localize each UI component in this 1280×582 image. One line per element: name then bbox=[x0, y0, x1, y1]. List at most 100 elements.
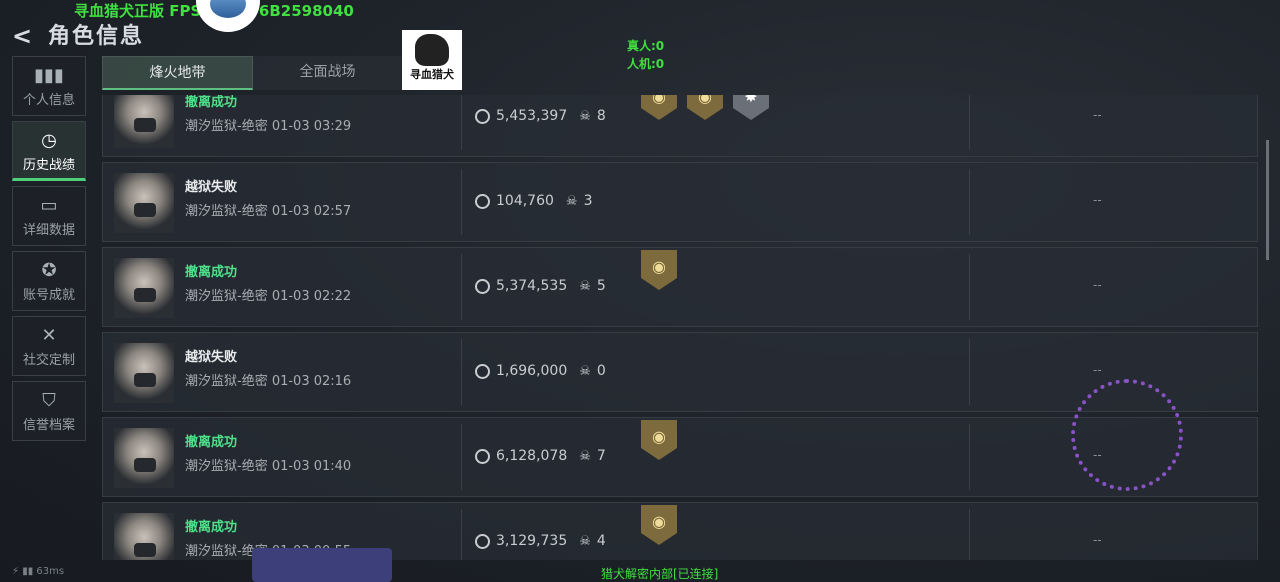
medal-icon: ✸ bbox=[733, 95, 769, 120]
sidebar-icon: ✪ bbox=[41, 260, 57, 281]
match-history-list[interactable]: 撤离成功 潮汐监狱-绝密 01-03 03:29 5,453,397 ☠ 8 ◉ ◉ ✸… bbox=[102, 95, 1258, 560]
match-value: 5,453,397 ☠ 8 bbox=[475, 108, 606, 124]
skull-icon: ☠ bbox=[579, 448, 591, 464]
match-row[interactable]: 撤离成功 潮汐监狱-绝密 01-03 00:55 3,129,735☠4 ◉ -… bbox=[102, 502, 1258, 560]
coin-icon bbox=[475, 533, 490, 549]
sidebar-item-4[interactable]: ✕ 社交定制 bbox=[12, 316, 86, 376]
avatar bbox=[114, 513, 174, 560]
avatar bbox=[114, 173, 174, 233]
medals: ◉ bbox=[641, 420, 677, 460]
match-meta: 潮汐监狱-绝密 01-03 02:16 bbox=[185, 374, 352, 389]
medal-icon: ◉ bbox=[641, 505, 677, 545]
match-row[interactable]: 撤离成功 潮汐监狱-绝密 01-03 02:22 5,374,535 ☠ 5 ◉ -… bbox=[102, 247, 1258, 327]
mode-tabs: 烽火地带 全面战场 bbox=[102, 56, 402, 90]
sidebar-icon: ✕ bbox=[41, 325, 57, 346]
avatar bbox=[114, 258, 174, 318]
value-amount: 5,453,397 bbox=[496, 108, 568, 124]
match-result: 撤离成功 bbox=[185, 265, 238, 280]
divider bbox=[461, 509, 462, 560]
sidebar-item-0[interactable]: ▮▮▮ 个人信息 bbox=[12, 56, 86, 116]
skull-icon: ☠ bbox=[565, 193, 578, 209]
skull-icon: ☠ bbox=[579, 363, 591, 379]
logo-text: 寻血猎犬 bbox=[410, 68, 454, 81]
coin-icon bbox=[475, 363, 490, 379]
ping: 63ms bbox=[36, 566, 65, 577]
match-result: 撤离成功 bbox=[185, 95, 238, 110]
skull-icon: ☠ bbox=[579, 533, 591, 549]
sidebar-item-label: 个人信息 bbox=[22, 93, 75, 108]
match-row[interactable]: 越狱失败 潮汐监狱-绝密 01-03 02:16 1,696,000 ☠ 0 -- bbox=[102, 332, 1258, 412]
medals: ◉ bbox=[641, 250, 677, 290]
divider bbox=[969, 509, 970, 560]
divider bbox=[461, 95, 462, 150]
sidebar-item-label: 账号成就 bbox=[22, 288, 75, 303]
divider bbox=[969, 169, 970, 235]
match-result: 越狱失败 bbox=[185, 350, 238, 365]
match-value: 6,128,078 ☠ 7 bbox=[475, 448, 606, 464]
skull-icon: ☠ bbox=[579, 278, 591, 294]
sidebar-item-label: 信誉档案 bbox=[22, 418, 75, 433]
sidebar-icon: ▮▮▮ bbox=[34, 65, 64, 86]
sidebar-item-label: 详细数据 bbox=[22, 223, 75, 238]
match-meta: 潮汐监狱-绝密 01-03 02:57 bbox=[185, 204, 352, 219]
divider bbox=[461, 169, 462, 235]
scrollbar[interactable] bbox=[1266, 140, 1269, 260]
medals: ◉ ◉ ✸ bbox=[641, 95, 769, 120]
divider bbox=[461, 254, 462, 320]
match-value: 1,696,000 ☠ 0 bbox=[475, 363, 606, 379]
value-amount: 6,128,078 bbox=[496, 448, 568, 464]
match-row[interactable]: 越狱失败 潮汐监狱-绝密 01-03 02:57 104,760 ☠ 3 -- bbox=[102, 162, 1258, 242]
match-result: 越狱失败 bbox=[185, 180, 238, 195]
sidebar-item-label: 历史战绩 bbox=[22, 158, 75, 173]
back-button[interactable]: < bbox=[12, 22, 33, 50]
medal-icon: ◉ bbox=[641, 95, 677, 120]
skull-icon: ☠ bbox=[579, 108, 591, 124]
sidebar: ▮▮▮ 个人信息 ◷ 历史战绩 ▭ 详细数据 ✪ 账号成就 ✕ 社交定制 ⛉ 信誉档案 bbox=[12, 56, 86, 446]
match-value: 3,129,735 ☠ 4 bbox=[475, 533, 606, 549]
sidebar-item-1[interactable]: ◷ 历史战绩 bbox=[12, 121, 86, 181]
avatar bbox=[114, 95, 174, 148]
kill-count: 8 bbox=[596, 108, 606, 124]
medal-icon: ◉ bbox=[641, 420, 677, 460]
match-result: 撤离成功 bbox=[185, 520, 238, 535]
extra-info: -- bbox=[1093, 193, 1102, 207]
divider bbox=[461, 339, 462, 405]
sidebar-item-3[interactable]: ✪ 账号成就 bbox=[12, 251, 86, 311]
tab-1[interactable]: 全面战场 bbox=[253, 56, 402, 90]
divider bbox=[969, 339, 970, 405]
page-title: 角色信息 bbox=[48, 24, 145, 49]
status-bar: ⚡ ▮▮ 63ms bbox=[12, 566, 65, 577]
match-value: 104,760 ☠ 3 bbox=[475, 193, 592, 209]
divider bbox=[461, 424, 462, 490]
sidebar-icon: ▭ bbox=[40, 195, 58, 216]
player-counts: 真人:0 人机:0 bbox=[627, 37, 664, 73]
kill-count: 5 bbox=[596, 278, 606, 294]
bot-count: 人机:0 bbox=[627, 57, 665, 71]
match-row[interactable]: 撤离成功 潮汐监狱-绝密 01-03 03:29 5,453,397 ☠ 8 ◉ ◉ ✸… bbox=[102, 95, 1258, 157]
sidebar-item-label: 社交定制 bbox=[22, 353, 75, 368]
sidebar-icon: ◷ bbox=[41, 130, 57, 151]
dotted-circle-overlay bbox=[1071, 379, 1183, 491]
divider bbox=[969, 95, 970, 150]
sidebar-icon: ⛉ bbox=[42, 390, 56, 411]
divider bbox=[969, 254, 970, 320]
real-count: 真人:0 bbox=[627, 39, 665, 53]
tab-0[interactable]: 烽火地带 bbox=[102, 56, 253, 90]
coin-icon bbox=[475, 278, 490, 294]
kill-count: 3 bbox=[583, 193, 593, 209]
match-meta: 潮汐监狱-绝密 01-03 02:22 bbox=[185, 289, 352, 304]
medals: ◉ bbox=[641, 505, 677, 545]
match-row[interactable]: 撤离成功 潮汐监狱-绝密 01-03 01:40 6,128,078 ☠ 7 ◉ -… bbox=[102, 417, 1258, 497]
sidebar-item-5[interactable]: ⛉ 信誉档案 bbox=[12, 381, 86, 441]
value-amount: 104,760 bbox=[496, 193, 554, 209]
extra-info: -- bbox=[1093, 278, 1102, 292]
coin-icon bbox=[475, 448, 490, 464]
sidebar-item-2[interactable]: ▭ 详细数据 bbox=[12, 186, 86, 246]
extra-info: -- bbox=[1093, 533, 1102, 547]
match-meta: 潮汐监狱-绝密 01-03 01:40 bbox=[185, 459, 352, 474]
kill-count: 4 bbox=[596, 533, 606, 549]
avatar bbox=[114, 428, 174, 488]
logo: 寻血猎犬 bbox=[402, 30, 462, 90]
avatar bbox=[114, 343, 174, 403]
value-amount: 3,129,735 bbox=[496, 533, 568, 549]
